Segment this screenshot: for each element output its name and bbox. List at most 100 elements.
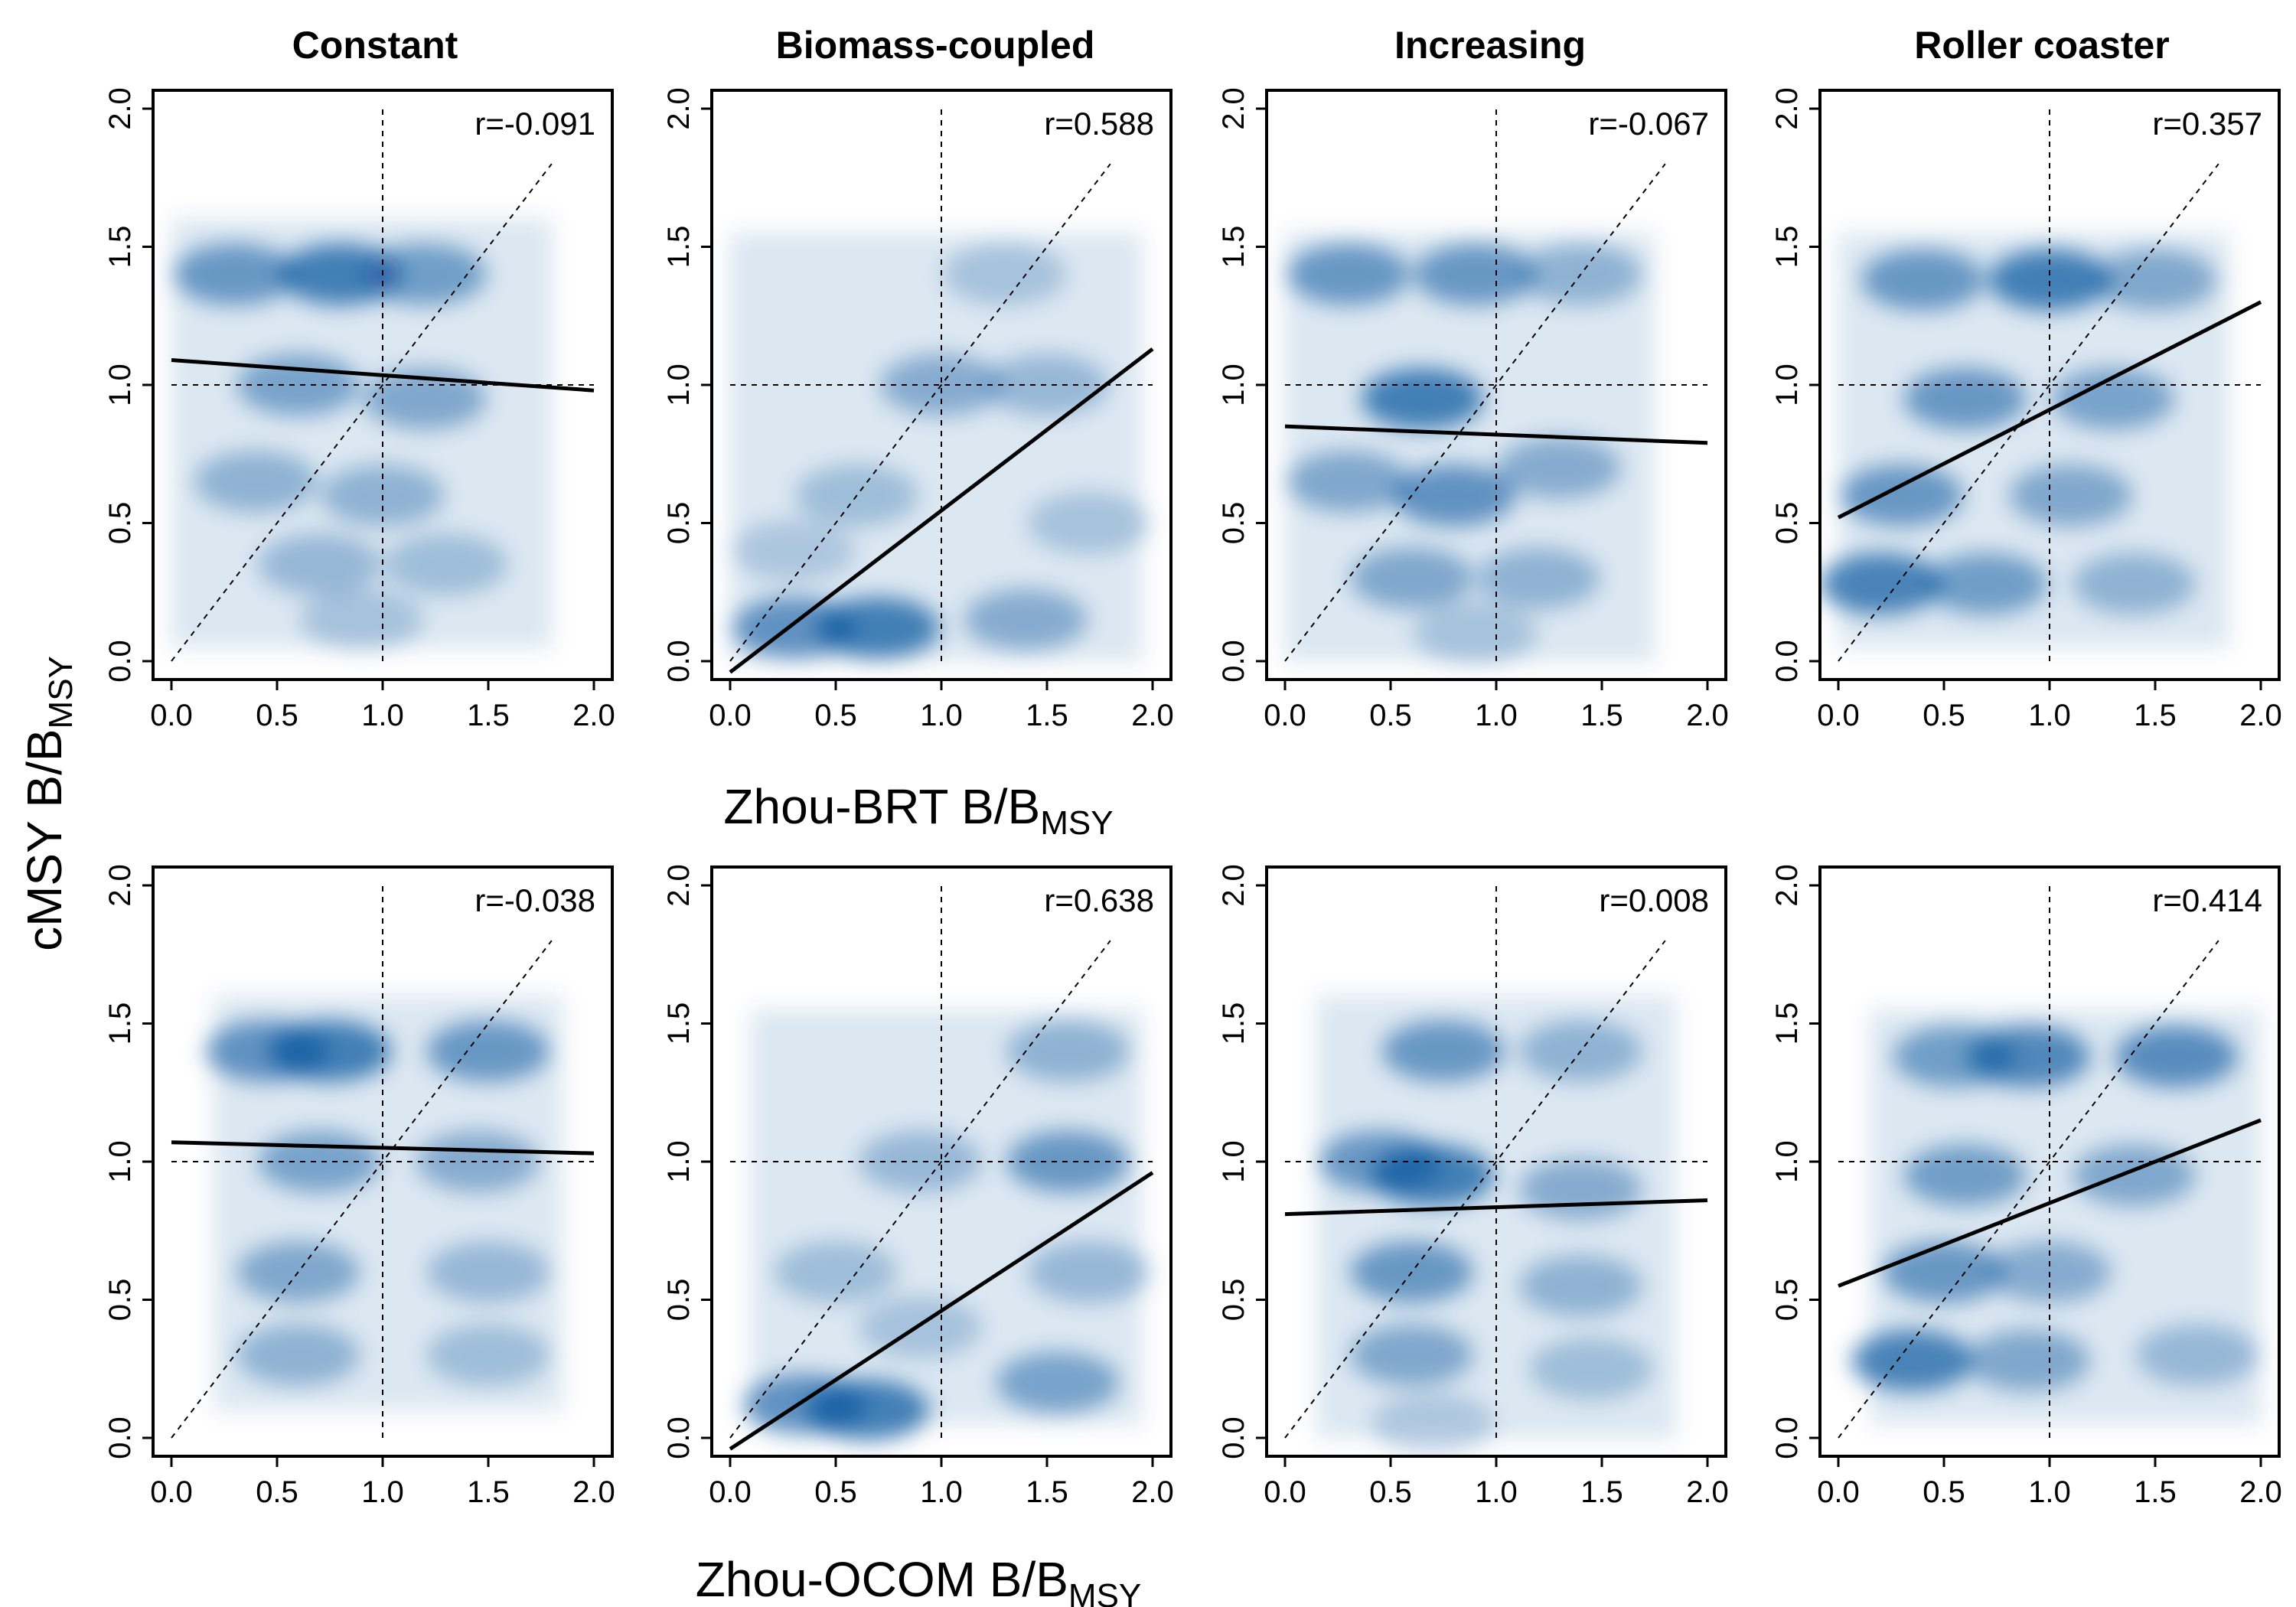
x-tick-label: 0.5: [1923, 1475, 1965, 1509]
y-tick-label: 1.0: [662, 1140, 696, 1183]
regression-line: [729, 1171, 1154, 1451]
x-tick-label: 0.0: [709, 1475, 752, 1509]
panel-r2-c4: 0.0 0.5 1.0 1.5 2.0 0.0 0.5 1.0 1.5 2.0 r=0.414: [1770, 864, 2282, 1509]
x-axis-title-row-2: Zhou-OCOM B/BMSY: [696, 1552, 1142, 1607]
panel-r2-c2: 0.0 0.5 1.0 1.5 2.0 0.0 0.5 1.0 1.5 2.0 r=0.638: [662, 864, 1174, 1509]
x-tick-label: 0.5: [1923, 699, 1965, 732]
x-tick-label: 1.5: [467, 1475, 510, 1509]
y-tick-label: 0.5: [662, 502, 696, 545]
x-tick-label: 1.0: [1475, 699, 1518, 732]
y-tick-label: 0.5: [1770, 1279, 1804, 1322]
x-tick-label: 0.5: [256, 1475, 298, 1509]
density-hotspot: [1820, 553, 1942, 614]
density-hotspot: [427, 1241, 550, 1303]
x-tick-label: 0.0: [1817, 1475, 1860, 1509]
y-tick-label: 2.0: [662, 864, 696, 907]
y-tick-label: 0.0: [1770, 640, 1804, 683]
y-tick-label: 2.0: [662, 87, 696, 130]
density-hotspot: [1319, 1131, 1442, 1192]
density-hotspot: [427, 1020, 550, 1082]
density-hotspot: [1883, 1241, 2005, 1303]
density-hotspot: [2051, 368, 2174, 430]
density-hotspot: [279, 243, 402, 305]
density-hotspot: [2073, 1145, 2196, 1207]
density-layer: [742, 1009, 1151, 1441]
y-tick-label: 1.0: [1770, 1140, 1804, 1183]
y-tick-label: 1.0: [1217, 1140, 1251, 1183]
density-hotspot: [2094, 249, 2216, 311]
y-tick-label: 1.0: [103, 363, 137, 406]
y-tick-label: 1.5: [1217, 1002, 1251, 1045]
density-hotspot: [1851, 1329, 1974, 1391]
x-tick-label: 0.0: [150, 1475, 193, 1509]
panel-r1-c2: 0.0 0.5 1.0 1.5 2.0 0.0 0.5 1.0 1.5 2.0 r=0.588: [662, 87, 1174, 732]
density-hotspot: [817, 597, 940, 659]
y-tick-label: 1.5: [103, 226, 137, 269]
x-tick-label: 0.5: [1369, 1475, 1412, 1509]
density-hotspot: [1903, 1145, 2027, 1207]
x-tick-label: 0.5: [814, 699, 857, 732]
y-tick-label: 0.5: [662, 1279, 696, 1322]
density-hotspot: [1861, 249, 1985, 311]
density-hotspot: [236, 354, 360, 416]
density-layer: [205, 996, 563, 1410]
y-tick-label: 0.5: [1217, 502, 1251, 545]
reference-line-identity: [1838, 940, 2219, 1439]
x-tick-label: 2.0: [1686, 1475, 1729, 1509]
reference-line-identity: [1284, 163, 1666, 662]
regression-line: [171, 358, 595, 393]
y-tick-label: 0.0: [1217, 1416, 1251, 1459]
reference-line-identity: [729, 163, 1111, 662]
density-hotspot: [1519, 1255, 1642, 1317]
density-hotspot: [986, 354, 1108, 416]
y-tick-label: 0.0: [1217, 640, 1251, 683]
x-tick-label: 1.0: [361, 1475, 404, 1509]
density-hotspot: [1287, 243, 1410, 305]
regression-line: [1284, 424, 1708, 445]
density-hotspot: [996, 1351, 1119, 1413]
y-tick-label: 0.0: [1770, 1416, 1804, 1459]
density-hotspot: [194, 451, 318, 513]
x-tick-label: 1.0: [920, 1475, 963, 1509]
y-tick-label: 0.5: [1217, 1279, 1251, 1322]
correlation-label: r=0.414: [2152, 882, 2262, 918]
density-hotspot: [1925, 553, 2048, 614]
regression-line: [1838, 1118, 2262, 1288]
y-tick-label: 2.0: [1217, 87, 1251, 130]
density-base: [730, 233, 1143, 661]
correlation-label: r=0.588: [1044, 106, 1154, 142]
y-tick-label: 0.0: [103, 1416, 137, 1459]
x-tick-label: 1.5: [467, 699, 510, 732]
column-title-increasing: Increasing: [1394, 24, 1586, 67]
x-axis-title-row-1-main: Zhou-BRT B/B: [723, 779, 1040, 834]
density-hotspot: [1477, 547, 1600, 609]
density-layer: [1285, 233, 1655, 664]
y-tick-label: 0.0: [662, 1416, 696, 1459]
density-layer: [730, 233, 1151, 661]
y-tick-label: 2.0: [103, 864, 137, 907]
density-hotspot: [205, 1020, 328, 1082]
y-tick-label: 2.0: [1770, 864, 1804, 907]
density-hotspot: [1361, 368, 1484, 430]
x-tick-label: 1.0: [1475, 1475, 1518, 1509]
column-title-constant: Constant: [292, 24, 458, 67]
density-hotspot: [427, 1324, 550, 1386]
x-tick-label: 2.0: [2239, 699, 2282, 732]
y-tick-label: 0.0: [103, 640, 137, 683]
reference-line-identity: [1284, 940, 1666, 1439]
x-tick-label: 2.0: [1131, 1475, 1174, 1509]
y-tick-label: 1.5: [662, 1002, 696, 1045]
density-hotspot: [2136, 1324, 2259, 1386]
y-tick-label: 2.0: [103, 87, 137, 130]
density-hotspot: [943, 243, 1066, 305]
x-tick-label: 1.0: [2028, 699, 2071, 732]
density-hotspot: [384, 533, 507, 595]
x-axis-title-row-2-main: Zhou-OCOM B/B: [696, 1552, 1068, 1607]
reference-line-identity: [1838, 163, 2219, 662]
density-hotspot: [1519, 1159, 1642, 1221]
y-tick-label: 1.0: [662, 363, 696, 406]
x-axis-title-row-1-sub: MSY: [1040, 804, 1113, 842]
y-tick-label: 0.5: [103, 502, 137, 545]
density-hotspot: [1350, 1324, 1473, 1386]
y-axis-title-sub: MSY: [42, 656, 80, 729]
